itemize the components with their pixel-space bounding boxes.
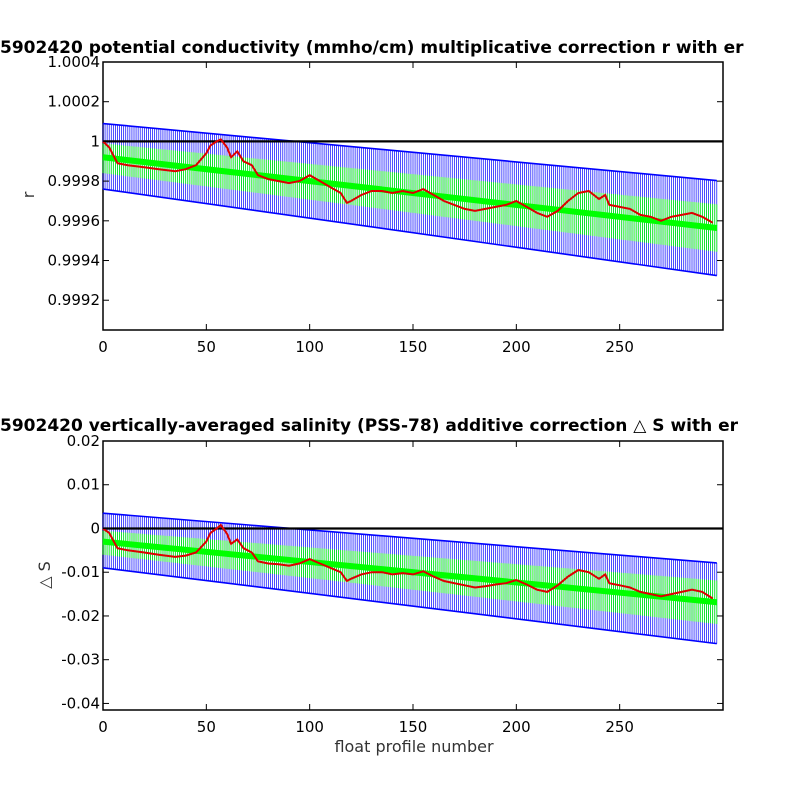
y-tick-label: 0 (90, 519, 100, 537)
y-tick-label: 0.9994 (48, 252, 101, 270)
x-tick-label: 100 (295, 338, 324, 356)
x-tick-label: 150 (399, 338, 428, 356)
blue-envelope-lower (102, 567, 717, 645)
correction-series-line (102, 523, 714, 600)
top-plot-area: 0 50 100 150 200 250 0.9992 0.9994 0.9996 0.9998 1… (48, 53, 724, 356)
y-tick-label: -0.02 (61, 607, 100, 625)
y-tick-label: 0.02 (67, 432, 100, 450)
y-tick-label: 0.01 (67, 476, 100, 494)
top-y-label: r (19, 191, 38, 198)
bottom-plot-area: 0 50 100 150 200 250 -0.04 -0.03 -0.02 -0.01 0 0.01… (61, 432, 724, 736)
bottom-title: 5902420 vertically-averaged salinity (PS… (0, 416, 739, 436)
x-tick-label: 200 (502, 338, 531, 356)
top-title: 5902420 potential conductivity (mmho/cm)… (0, 38, 744, 58)
x-tick-label: 100 (295, 718, 324, 736)
x-tick-label: 50 (197, 718, 216, 736)
x-tick-label: 0 (98, 338, 108, 356)
blue-envelope-lower (102, 188, 717, 277)
blue-envelope-upper (102, 122, 717, 182)
top-panel: 5902420 potential conductivity (mmho/cm)… (0, 38, 744, 356)
y-tick-label: 1.0004 (48, 53, 101, 71)
y-tick-label: -0.03 (61, 651, 100, 669)
x-tick-label: 50 (197, 338, 216, 356)
x-tick-label: 200 (502, 718, 531, 736)
bottom-y-label: △ S (35, 561, 54, 589)
green-fit-line (102, 538, 718, 606)
y-tick-label: 0.9992 (48, 291, 101, 309)
x-tick-label: 250 (605, 338, 634, 356)
x-tick-label: 150 (399, 718, 428, 736)
y-tick-label: 0.9996 (48, 212, 101, 230)
y-tick-label: 1.0002 (48, 93, 101, 111)
bottom-panel: 5902420 vertically-averaged salinity (PS… (0, 416, 739, 756)
correction-series-line (102, 138, 714, 224)
y-tick-label: -0.01 (61, 563, 100, 581)
y-tick-label: 1 (90, 132, 100, 150)
blue-envelope-upper (102, 512, 717, 564)
x-tick-label: 0 (98, 718, 108, 736)
x-tick-label: 250 (605, 718, 634, 736)
y-tick-label: 0.9998 (48, 172, 101, 190)
bottom-x-label: float profile number (334, 737, 494, 756)
y-tick-label: -0.04 (61, 694, 100, 712)
